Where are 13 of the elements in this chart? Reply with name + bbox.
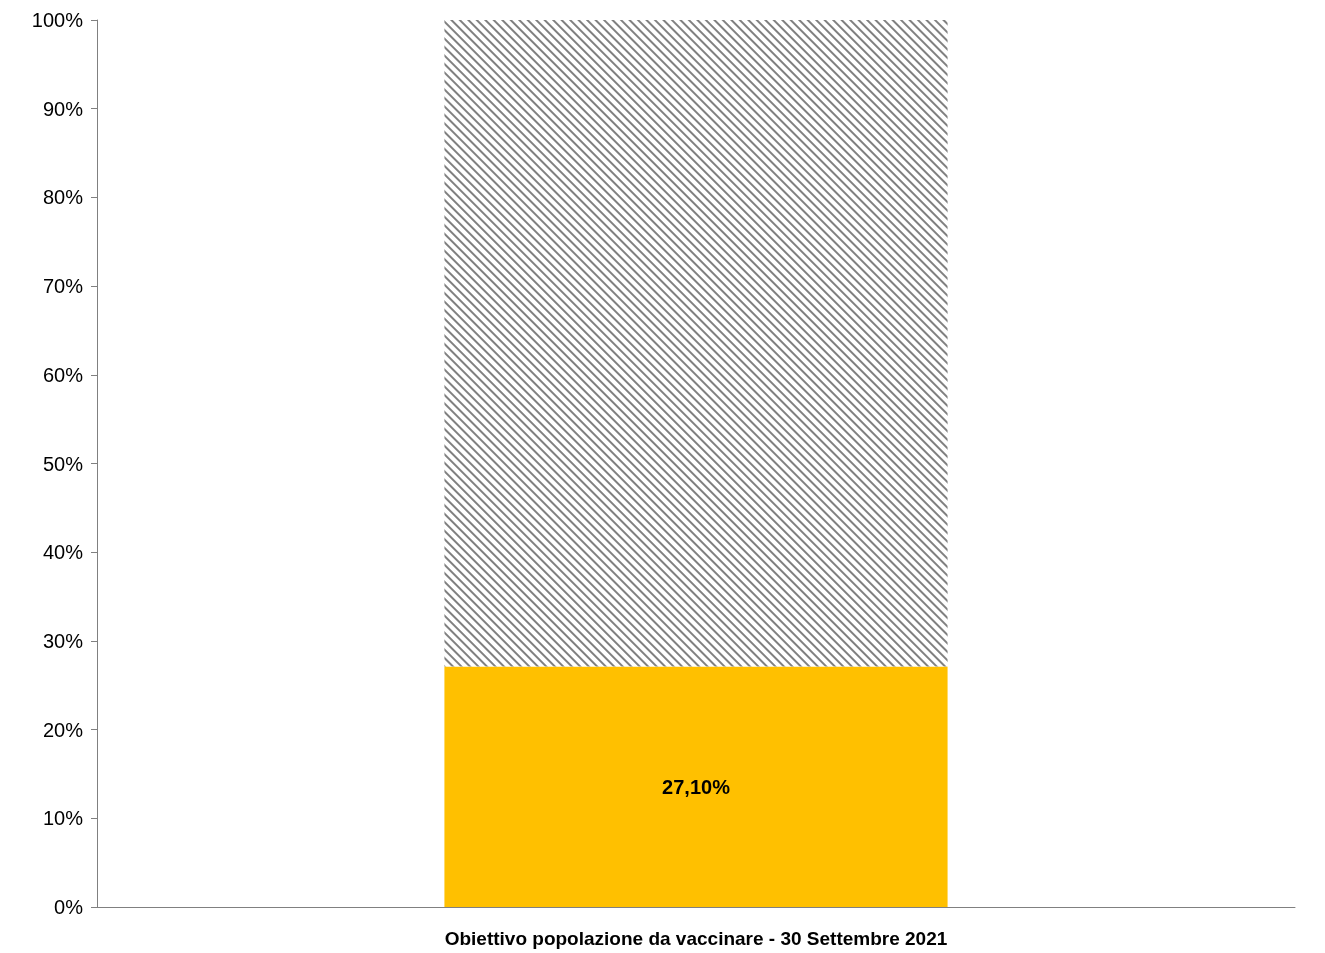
y-tick-label: 20%	[42, 718, 84, 741]
y-tick-label: 90%	[42, 97, 84, 120]
data-label: 27,10%	[662, 775, 731, 798]
y-tick-label: 60%	[42, 363, 84, 386]
y-tick-label: 10%	[42, 807, 84, 830]
y-tick-label: 50%	[42, 452, 84, 475]
y-tick-label: 70%	[42, 275, 84, 298]
x-tick-label: Obiettivo popolazione da vaccinare - 30 Settembre 2021	[444, 928, 948, 949]
y-tick-label: 0%	[54, 896, 84, 918]
y-tick-label: 40%	[42, 541, 84, 564]
y-tick-label: 30%	[42, 629, 84, 652]
y-tick-label: 100%	[31, 9, 84, 31]
y-tick-label: 80%	[42, 186, 84, 209]
